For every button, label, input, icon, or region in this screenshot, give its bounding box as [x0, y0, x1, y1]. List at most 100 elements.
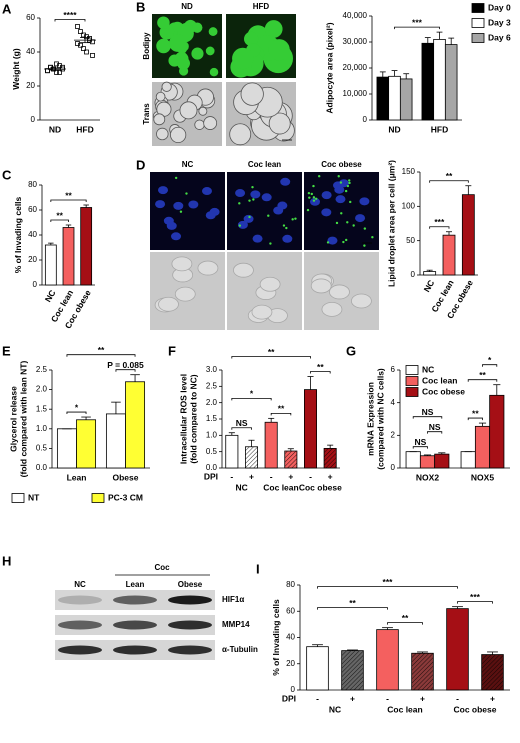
significance-label: **: [349, 598, 356, 608]
lipid-droplet: [185, 192, 188, 195]
group-label: NC: [236, 482, 248, 492]
cell: [351, 293, 372, 309]
blot-band: [168, 645, 212, 655]
significance-bracket: [412, 446, 428, 449]
y-axis-label: Glycerol release: [8, 386, 18, 452]
panel-letter: I: [256, 561, 260, 576]
bar: [474, 425, 491, 469]
lipid-droplet: [363, 227, 367, 230]
legend-swatch: [405, 376, 419, 386]
bar: [56, 428, 77, 469]
blot-band: [168, 595, 212, 605]
x-tick-label: ND: [49, 124, 61, 134]
legend-label: Day 3: [488, 17, 511, 27]
bar: [411, 652, 434, 691]
legend-swatch: [405, 365, 419, 375]
lipid-droplet: [285, 226, 288, 230]
y-tick-label: 0: [33, 280, 38, 289]
y-axis-label: Lipid droplet area per cell (μm²): [386, 160, 396, 287]
blot-lane-label: NC: [74, 580, 86, 589]
cell: [177, 56, 190, 70]
lipid-droplet: [340, 212, 343, 215]
y-tick-label: 20: [28, 255, 37, 264]
significance-bracket: [66, 354, 136, 357]
bar: [80, 207, 93, 286]
lipid-droplet: [326, 241, 330, 244]
panel-letter: A: [2, 1, 12, 16]
lipid-droplet: [371, 236, 374, 239]
significance-bracket: [231, 427, 252, 430]
cell: [153, 113, 166, 126]
nucleus: [327, 236, 338, 245]
x-tick-label: -: [270, 471, 273, 481]
y-tick-label: 0.5: [36, 444, 48, 453]
bar: [419, 455, 436, 469]
legend-label: NC: [422, 364, 434, 374]
nucleus: [243, 214, 254, 223]
lipid-droplet: [238, 224, 242, 227]
nucleus: [321, 208, 332, 217]
cell: [268, 39, 290, 61]
data-point: [90, 53, 95, 58]
cell: [198, 106, 208, 116]
image-column-label: Coc obese: [321, 160, 362, 169]
lipid-droplet: [312, 196, 316, 199]
lipid-droplet: [342, 240, 345, 244]
lipid-droplet: [335, 221, 339, 225]
cell: [264, 20, 283, 38]
data-point: [75, 24, 80, 29]
lipid-droplet: [282, 224, 286, 227]
blot-band: [58, 645, 102, 655]
cell: [243, 31, 259, 47]
y-tick-label: 0: [363, 115, 368, 124]
legend-swatch: [91, 493, 105, 503]
lipid-droplet: [251, 185, 254, 189]
x-tick-label: Lean: [67, 472, 87, 482]
bar: [423, 271, 437, 276]
lipid-droplet: [307, 191, 311, 195]
blot-protein-label: α-Tubulin: [222, 645, 258, 654]
x-tick-label: -: [316, 693, 319, 703]
significance-label: *: [250, 389, 254, 399]
x-tick-label: HFD: [431, 124, 448, 134]
y-tick-label: 60: [286, 606, 295, 615]
significance-label: **: [446, 171, 453, 181]
x-tick-label: Obese: [113, 472, 139, 482]
x-tick-label: -: [309, 471, 312, 481]
group-label: NC: [329, 704, 341, 714]
panel-letter: F: [168, 343, 176, 358]
group-label: Coc lean: [263, 482, 298, 492]
x-tick-label: -: [386, 693, 389, 703]
y-axis-label: (fold compared with lean NT): [18, 361, 28, 478]
lipid-droplet: [310, 192, 314, 196]
lipid-droplet: [348, 179, 351, 182]
significance-bracket: [310, 371, 331, 374]
y-tick-label: 0: [411, 270, 416, 279]
y-axis-label: mRNA Expression: [366, 382, 376, 456]
x-tick-label: -: [456, 693, 459, 703]
y-axis-label: % of Invading cells: [271, 599, 281, 676]
lipid-droplet: [174, 176, 178, 180]
significance-bracket: [429, 180, 469, 183]
nucleus: [155, 200, 166, 209]
legend-label: PC-3 CM: [108, 492, 143, 502]
y-tick-label: 1.0: [36, 424, 48, 433]
bar: [442, 234, 456, 276]
nucleus: [355, 214, 366, 223]
cell: [268, 112, 291, 135]
bar: [323, 447, 337, 469]
y-tick-label: 2.5: [36, 365, 48, 374]
y-tick-label: 40,000: [343, 11, 368, 20]
cell: [171, 256, 193, 272]
blot-band: [113, 620, 157, 630]
significance-bracket: [467, 417, 483, 421]
cell: [194, 119, 205, 130]
lipid-droplet: [291, 218, 294, 221]
y-tick-label: 20: [286, 659, 295, 668]
y-tick-label: 1.0: [206, 430, 218, 439]
lipid-droplet: [306, 208, 310, 212]
lipid-droplet: [294, 217, 297, 220]
significance-bracket: [482, 364, 498, 367]
lipid-droplet: [314, 197, 318, 200]
y-tick-label: 30,000: [343, 37, 368, 46]
